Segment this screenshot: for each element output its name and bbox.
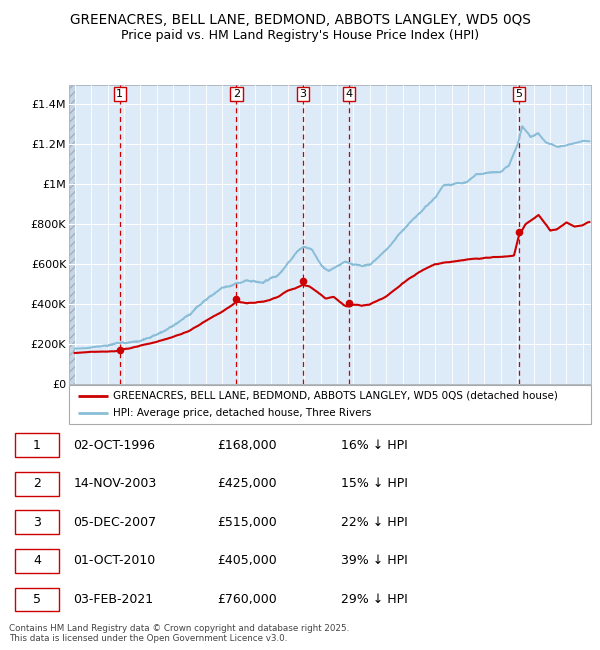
Text: £425,000: £425,000 <box>218 477 277 490</box>
Bar <box>15 433 59 457</box>
Text: HPI: Average price, detached house, Three Rivers: HPI: Average price, detached house, Thre… <box>113 408 372 418</box>
Text: Price paid vs. HM Land Registry's House Price Index (HPI): Price paid vs. HM Land Registry's House … <box>121 29 479 42</box>
Text: 1: 1 <box>116 89 124 99</box>
Text: 39% ↓ HPI: 39% ↓ HPI <box>341 554 408 567</box>
Text: 2: 2 <box>233 89 240 99</box>
Text: 2: 2 <box>33 477 41 490</box>
Text: 22% ↓ HPI: 22% ↓ HPI <box>341 516 408 529</box>
Text: Contains HM Land Registry data © Crown copyright and database right 2025.
This d: Contains HM Land Registry data © Crown c… <box>9 624 349 644</box>
Text: 02-OCT-1996: 02-OCT-1996 <box>74 439 155 452</box>
Text: 5: 5 <box>515 89 522 99</box>
Text: 5: 5 <box>33 593 41 606</box>
Text: GREENACRES, BELL LANE, BEDMOND, ABBOTS LANGLEY, WD5 0QS: GREENACRES, BELL LANE, BEDMOND, ABBOTS L… <box>70 13 530 27</box>
Text: 4: 4 <box>346 89 353 99</box>
Bar <box>69 84 75 384</box>
Text: 03-FEB-2021: 03-FEB-2021 <box>74 593 154 606</box>
Bar <box>15 549 59 573</box>
Text: £405,000: £405,000 <box>218 554 277 567</box>
Bar <box>15 472 59 496</box>
Text: £760,000: £760,000 <box>218 593 277 606</box>
Bar <box>15 588 59 612</box>
Text: 4: 4 <box>33 554 41 567</box>
Text: 05-DEC-2007: 05-DEC-2007 <box>74 516 157 529</box>
Text: 29% ↓ HPI: 29% ↓ HPI <box>341 593 408 606</box>
Text: 1: 1 <box>33 439 41 452</box>
Text: 3: 3 <box>33 516 41 529</box>
Text: £168,000: £168,000 <box>218 439 277 452</box>
Text: 15% ↓ HPI: 15% ↓ HPI <box>341 477 408 490</box>
Text: 01-OCT-2010: 01-OCT-2010 <box>74 554 156 567</box>
Text: £515,000: £515,000 <box>218 516 277 529</box>
Text: 16% ↓ HPI: 16% ↓ HPI <box>341 439 408 452</box>
Text: 3: 3 <box>299 89 307 99</box>
Bar <box>15 510 59 534</box>
Text: 14-NOV-2003: 14-NOV-2003 <box>74 477 157 490</box>
Text: GREENACRES, BELL LANE, BEDMOND, ABBOTS LANGLEY, WD5 0QS (detached house): GREENACRES, BELL LANE, BEDMOND, ABBOTS L… <box>113 391 558 400</box>
